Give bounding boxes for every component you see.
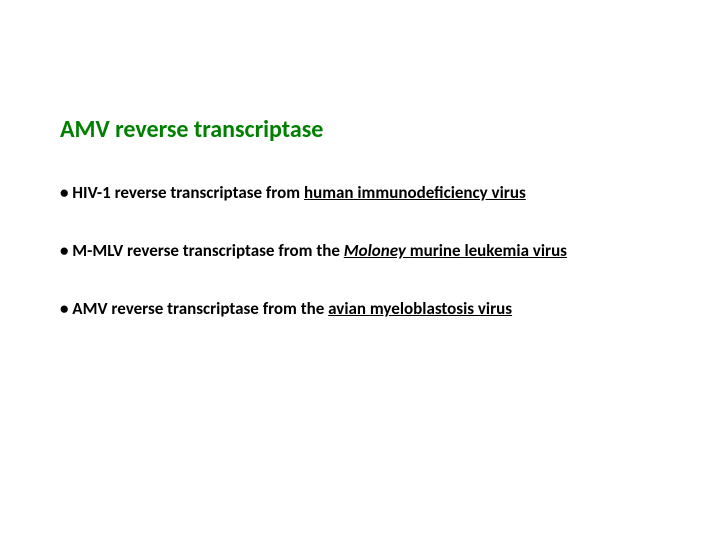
bullet-item-2: • M-MLV reverse transcriptase from the M… <box>60 240 660 262</box>
slide-title: AMV reverse transcriptase <box>60 115 660 144</box>
bullet-1-underlined: human immunodeficiency virus <box>304 182 526 203</box>
bullet-3-prefix: • AMV reverse transcriptase from the <box>60 298 328 319</box>
bullet-item-1: • HIV-1 reverse transcriptase from human… <box>60 182 660 204</box>
bullet-2-underlined-2: murine <box>410 240 461 261</box>
bullet-3-underlined-3: virus <box>474 298 512 319</box>
bullet-item-3: • AMV reverse transcriptase from the avi… <box>60 298 660 320</box>
bullet-1-prefix: • HIV-1 reverse transcriptase from <box>60 182 304 203</box>
bullet-2-prefix: • M-MLV reverse transcriptase from the <box>60 240 344 261</box>
bullet-2-underlined-1: Moloney <box>344 240 410 261</box>
bullet-3-underlined-2: myeloblastosis <box>370 298 474 319</box>
bullet-2-underlined-3: leukemia virus <box>461 240 567 261</box>
bullet-3-underlined-1: avian <box>328 298 370 319</box>
